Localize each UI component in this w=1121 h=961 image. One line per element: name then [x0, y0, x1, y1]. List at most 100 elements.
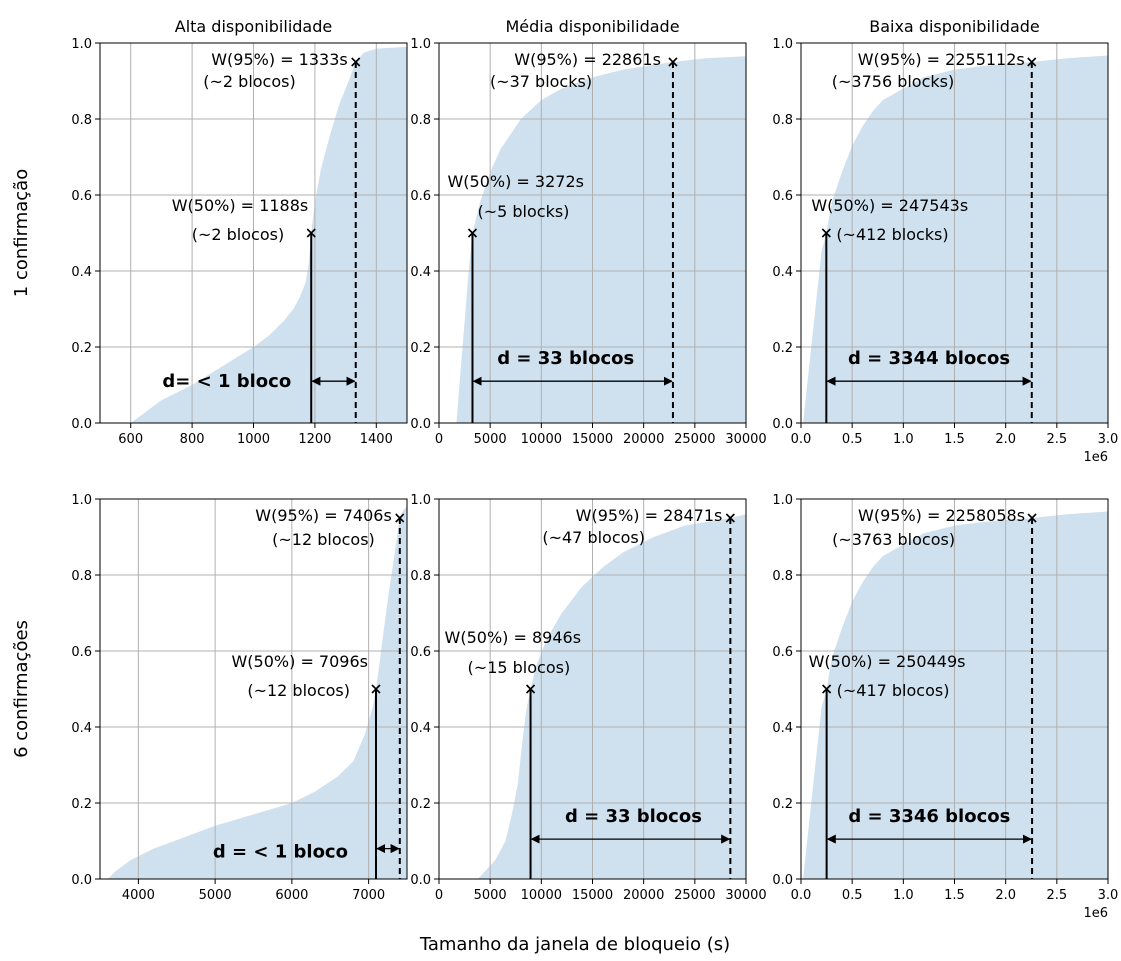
y-tick-label: 0.6: [772, 189, 793, 204]
row-label-2: 6 confirmações: [11, 620, 32, 758]
d-label: d = < 1 bloco: [213, 842, 348, 863]
row-label-1: 1 confirmação: [11, 169, 32, 297]
w95-blocks-annotation: (~2 blocos): [203, 72, 295, 91]
w50-annotation: W(50%) = 250449s: [809, 652, 966, 671]
y-tick-label: 0.8: [410, 569, 431, 584]
x-tick-label: 800: [180, 432, 205, 447]
x-tick-label: 1.5: [944, 432, 965, 447]
y-tick-label: 0.2: [772, 341, 793, 356]
x-tick-label: 1000: [237, 432, 270, 447]
x-tick-label: 4000: [122, 888, 155, 903]
y-tick-label: 0.2: [410, 341, 431, 356]
w50-marker: [821, 228, 831, 238]
x-tick-label: 1.0: [893, 888, 914, 903]
x-tick-label: 0: [435, 432, 443, 447]
w95-marker: [1027, 513, 1037, 523]
w95-marker: [725, 513, 735, 523]
w95-annotation: W(95%) = 22861s: [514, 50, 661, 69]
y-tick-label: 0.8: [410, 113, 431, 128]
x-tick-label: 3.0: [1098, 888, 1119, 903]
w95-blocks-annotation: (~3756 blocks): [832, 72, 954, 91]
x-tick-label: 0.0: [791, 432, 812, 447]
x-tick-label: 5000: [474, 888, 507, 903]
x-tick-label: 1.5: [944, 888, 965, 903]
x-offset-label: 1e6: [1083, 450, 1108, 465]
w95-annotation: W(95%) = 2255112s: [858, 50, 1025, 69]
panel-title: Baixa disponibilidade: [869, 17, 1040, 36]
x-tick-label: 5000: [474, 432, 507, 447]
x-tick-label: 1400: [360, 432, 393, 447]
x-tick-label: 10000: [521, 432, 562, 447]
y-tick-label: 0.8: [71, 113, 92, 128]
x-tick-label: 2.0: [995, 432, 1016, 447]
y-tick-label: 0.2: [410, 797, 431, 812]
x-tick-label: 20000: [623, 888, 664, 903]
y-tick-label: 0.0: [772, 417, 793, 432]
y-tick-label: 1.0: [410, 37, 431, 52]
w50-blocks-annotation: (~12 blocos): [247, 681, 350, 700]
w50-blocks-annotation: (~15 blocos): [468, 658, 571, 677]
y-tick-label: 0.2: [772, 797, 793, 812]
d-label: d = 3346 blocos: [848, 806, 1010, 827]
w95-blocks-annotation: (~3763 blocos): [832, 530, 955, 549]
y-tick-label: 0.4: [772, 265, 793, 280]
w95-annotation: W(95%) = 28471s: [576, 506, 723, 525]
x-tick-label: 6000: [275, 888, 308, 903]
chart-panel-4: 4000 5000 6000 7000 0.0 0.2 0.4 0.6 0.8 1.0 W(95%)…: [71, 493, 408, 903]
panel-title: Alta disponibilidade: [175, 17, 332, 36]
w50-marker: [467, 228, 478, 238]
y-tick-label: 0.8: [772, 113, 793, 128]
y-tick-label: 0.8: [71, 569, 92, 584]
x-tick-label: 1.0: [893, 432, 914, 447]
w95-blocks-annotation: (~12 blocos): [272, 530, 375, 549]
cdf-area: [107, 506, 408, 879]
y-tick-label: 0.0: [410, 873, 431, 888]
y-tick-label: 1.0: [772, 37, 793, 52]
y-tick-label: 0.2: [71, 797, 92, 812]
x-tick-label: 30000: [725, 888, 766, 903]
y-tick-label: 0.4: [410, 721, 431, 736]
y-tick-label: 0.6: [71, 645, 92, 660]
y-tick-label: 0.0: [71, 873, 92, 888]
cdf-area: [130, 46, 407, 424]
x-tick-label: 0.5: [842, 888, 863, 903]
x-tick-label: 0.0: [791, 888, 812, 903]
w50-annotation: W(50%) = 7096s: [231, 652, 368, 671]
x-tick-label: 2.5: [1046, 432, 1067, 447]
x-tick-label: 0.5: [842, 432, 863, 447]
y-tick-label: 1.0: [772, 493, 793, 508]
y-tick-label: 1.0: [71, 37, 92, 52]
x-tick-label: 30000: [725, 432, 766, 447]
panel-title: Média disponibilidade: [505, 17, 679, 36]
chart-panel-1: 600 800 1000 1200 1400 0.0 0.2 0.4 0.6 0.8 1.0 Alta…: [71, 17, 408, 447]
y-tick-label: 0.6: [410, 645, 431, 660]
w95-annotation: W(95%) = 2258058s: [858, 506, 1025, 525]
y-tick-label: 0.0: [71, 417, 92, 432]
w50-marker: [371, 684, 381, 694]
x-tick-label: 2.0: [995, 888, 1016, 903]
d-label: d = 33 blocos: [565, 806, 702, 827]
x-offset-label: 1e6: [1083, 906, 1108, 921]
x-tick-label: 2.5: [1046, 888, 1067, 903]
w50-blocks-annotation: (~417 blocos): [837, 681, 950, 700]
x-tick-label: 25000: [674, 432, 715, 447]
x-tick-label: 15000: [572, 432, 613, 447]
x-tick-label: 3.0: [1098, 432, 1119, 447]
w95-marker: [668, 57, 678, 67]
w95-annotation: W(95%) = 7406s: [255, 506, 392, 525]
x-tick-label: 10000: [521, 888, 562, 903]
w50-annotation: W(50%) = 3272s: [447, 172, 584, 191]
d-label: d = 3344 blocos: [848, 348, 1010, 369]
y-tick-label: 0.2: [71, 341, 92, 356]
y-tick-label: 0.6: [772, 645, 793, 660]
w50-annotation: W(50%) = 247543s: [811, 196, 968, 215]
y-tick-label: 0.4: [71, 265, 92, 280]
w95-blocks-annotation: (~47 blocos): [542, 528, 645, 547]
x-tick-label: 5000: [199, 888, 232, 903]
y-tick-label: 0.4: [71, 721, 92, 736]
chart-panel-3: 0.0 0.5 1.0 1.5 2.0 2.5 3.0 0.0 0.2 0.4 0.6 0.8 1.0 1…: [772, 17, 1118, 465]
chart-panel-2: 0 5000 10000 15000 20000 25000 30000 0.0 0.2 0.4 0…: [410, 17, 766, 447]
w50-blocks-annotation: (~5 blocks): [477, 202, 569, 221]
d-label: d = 33 blocos: [497, 348, 634, 369]
